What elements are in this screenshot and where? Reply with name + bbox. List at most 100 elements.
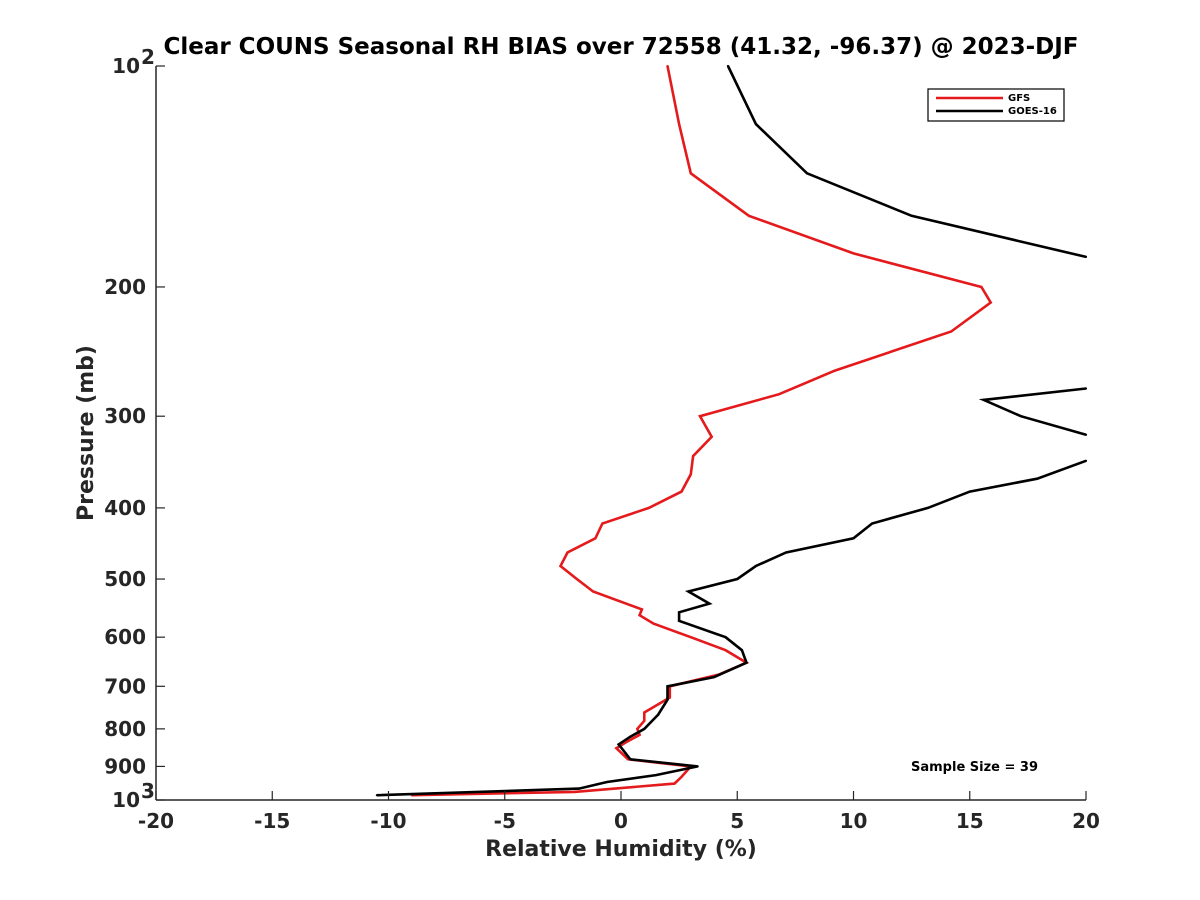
data-point-gfs bbox=[640, 608, 644, 611]
y-tick-label: 900 bbox=[104, 754, 146, 778]
data-point-gfs bbox=[680, 490, 683, 493]
data-point-gfs bbox=[573, 790, 576, 794]
data-point-gfs bbox=[666, 64, 669, 68]
data-point-goes16 bbox=[1084, 459, 1088, 462]
data-point-gfs bbox=[689, 473, 692, 476]
data-point-gfs bbox=[680, 775, 683, 779]
data-point-goes16 bbox=[687, 590, 690, 593]
data-point-gfs bbox=[566, 551, 569, 554]
x-tick-label: 10 bbox=[840, 809, 868, 833]
data-point-goes16 bbox=[708, 602, 711, 605]
data-point-goes16 bbox=[982, 398, 985, 401]
data-point-goes16 bbox=[666, 685, 669, 688]
x-tick-label: 15 bbox=[956, 809, 984, 833]
data-point-gfs bbox=[698, 415, 702, 418]
data-point-gfs bbox=[575, 577, 578, 581]
data-point-gfs bbox=[689, 172, 692, 175]
series-line-gfs bbox=[411, 65, 993, 797]
legend: GFS GOES-16 bbox=[927, 88, 1065, 122]
x-axis-label: Relative Humidity (%) bbox=[485, 837, 757, 862]
y-tick-label: 700 bbox=[104, 674, 146, 698]
data-point-gfs bbox=[559, 564, 562, 568]
data-point-goes16 bbox=[678, 619, 681, 622]
data-point-goes16 bbox=[1036, 477, 1039, 480]
data-point-gfs bbox=[950, 330, 953, 333]
data-point-gfs bbox=[852, 252, 855, 255]
chart-title: Clear COUNS Seasonal RH BIAS over 72558 … bbox=[163, 34, 1078, 60]
data-point-gfs bbox=[692, 455, 695, 458]
x-tick-label: 5 bbox=[730, 809, 744, 833]
data-point-goes16 bbox=[375, 794, 378, 797]
data-point-goes16 bbox=[740, 649, 744, 652]
data-point-goes16 bbox=[1084, 433, 1088, 436]
data-point-goes16 bbox=[696, 765, 699, 768]
data-point-gfs bbox=[636, 727, 639, 731]
y-tick-label: 400 bbox=[104, 496, 146, 520]
data-point-goes16 bbox=[1084, 255, 1088, 258]
data-point-goes16 bbox=[724, 636, 727, 639]
y-axis-label: Pressure (mb) bbox=[74, 345, 99, 521]
x-tick-label: -20 bbox=[138, 809, 174, 833]
data-point-gfs bbox=[668, 696, 671, 699]
data-point-gfs bbox=[638, 614, 641, 617]
data-point-gfs bbox=[638, 733, 641, 736]
data-point-goes16 bbox=[754, 123, 758, 126]
data-point-goes16 bbox=[805, 172, 809, 175]
x-tick-label: -5 bbox=[494, 809, 516, 833]
data-point-gfs bbox=[989, 301, 992, 304]
data-point-gfs bbox=[724, 649, 727, 652]
data-point-gfs bbox=[624, 741, 627, 744]
data-point-goes16 bbox=[712, 676, 716, 679]
y-tick-exponent: 2 bbox=[141, 45, 155, 69]
x-tick-label: -10 bbox=[370, 809, 406, 833]
data-point-gfs bbox=[592, 590, 595, 593]
data-point-goes16 bbox=[926, 506, 930, 509]
series-line-goes16 bbox=[376, 65, 1087, 797]
data-point-goes16 bbox=[666, 698, 669, 701]
data-point-gfs bbox=[980, 285, 983, 289]
legend-box bbox=[927, 88, 1065, 122]
data-point-goes16 bbox=[736, 577, 739, 581]
data-point-goes16 bbox=[578, 787, 581, 790]
data-point-goes16 bbox=[785, 551, 788, 554]
y-tick-label: 300 bbox=[104, 404, 146, 428]
data-point-goes16 bbox=[745, 661, 748, 664]
data-point-goes16 bbox=[726, 64, 730, 68]
x-tick-label: -15 bbox=[254, 809, 290, 833]
data-point-gfs bbox=[678, 123, 681, 126]
sample-size-annotation: Sample Size = 39 bbox=[911, 760, 1038, 775]
data-point-gfs bbox=[747, 214, 751, 217]
data-point-goes16 bbox=[1084, 387, 1088, 390]
data-point-goes16 bbox=[657, 713, 660, 716]
y-tick-label: 800 bbox=[104, 717, 146, 741]
data-point-goes16 bbox=[617, 743, 620, 746]
data-point-goes16 bbox=[910, 214, 913, 217]
legend-label-goes16: GOES-16 bbox=[1008, 106, 1057, 117]
data-point-gfs bbox=[778, 393, 781, 396]
data-point-gfs bbox=[615, 747, 618, 750]
series-layer bbox=[375, 64, 1088, 797]
data-point-gfs bbox=[647, 506, 651, 509]
data-point-gfs bbox=[601, 522, 604, 525]
data-point-goes16 bbox=[754, 564, 758, 568]
data-point-goes16 bbox=[629, 758, 632, 761]
y-tick-label: 10 bbox=[112, 788, 140, 812]
data-point-goes16 bbox=[1019, 415, 1023, 418]
legend-label-gfs: GFS bbox=[1008, 93, 1030, 104]
data-point-goes16 bbox=[968, 490, 971, 493]
data-point-goes16 bbox=[852, 537, 855, 540]
data-point-gfs bbox=[643, 711, 646, 714]
data-point-gfs bbox=[594, 537, 597, 540]
y-tick-label: 200 bbox=[104, 275, 146, 299]
data-point-gfs bbox=[643, 719, 646, 722]
data-point-gfs bbox=[652, 622, 655, 625]
x-ticks: -20 -15 -10 -5 0 5 10 15 20 bbox=[138, 791, 1100, 833]
y-tick-label: 10 bbox=[112, 54, 140, 78]
data-point-goes16 bbox=[654, 774, 658, 777]
data-point-goes16 bbox=[629, 735, 632, 738]
data-point-gfs bbox=[689, 636, 692, 639]
data-point-goes16 bbox=[871, 522, 874, 525]
x-tick-label: 20 bbox=[1072, 809, 1100, 833]
x-tick-label: 0 bbox=[614, 809, 628, 833]
